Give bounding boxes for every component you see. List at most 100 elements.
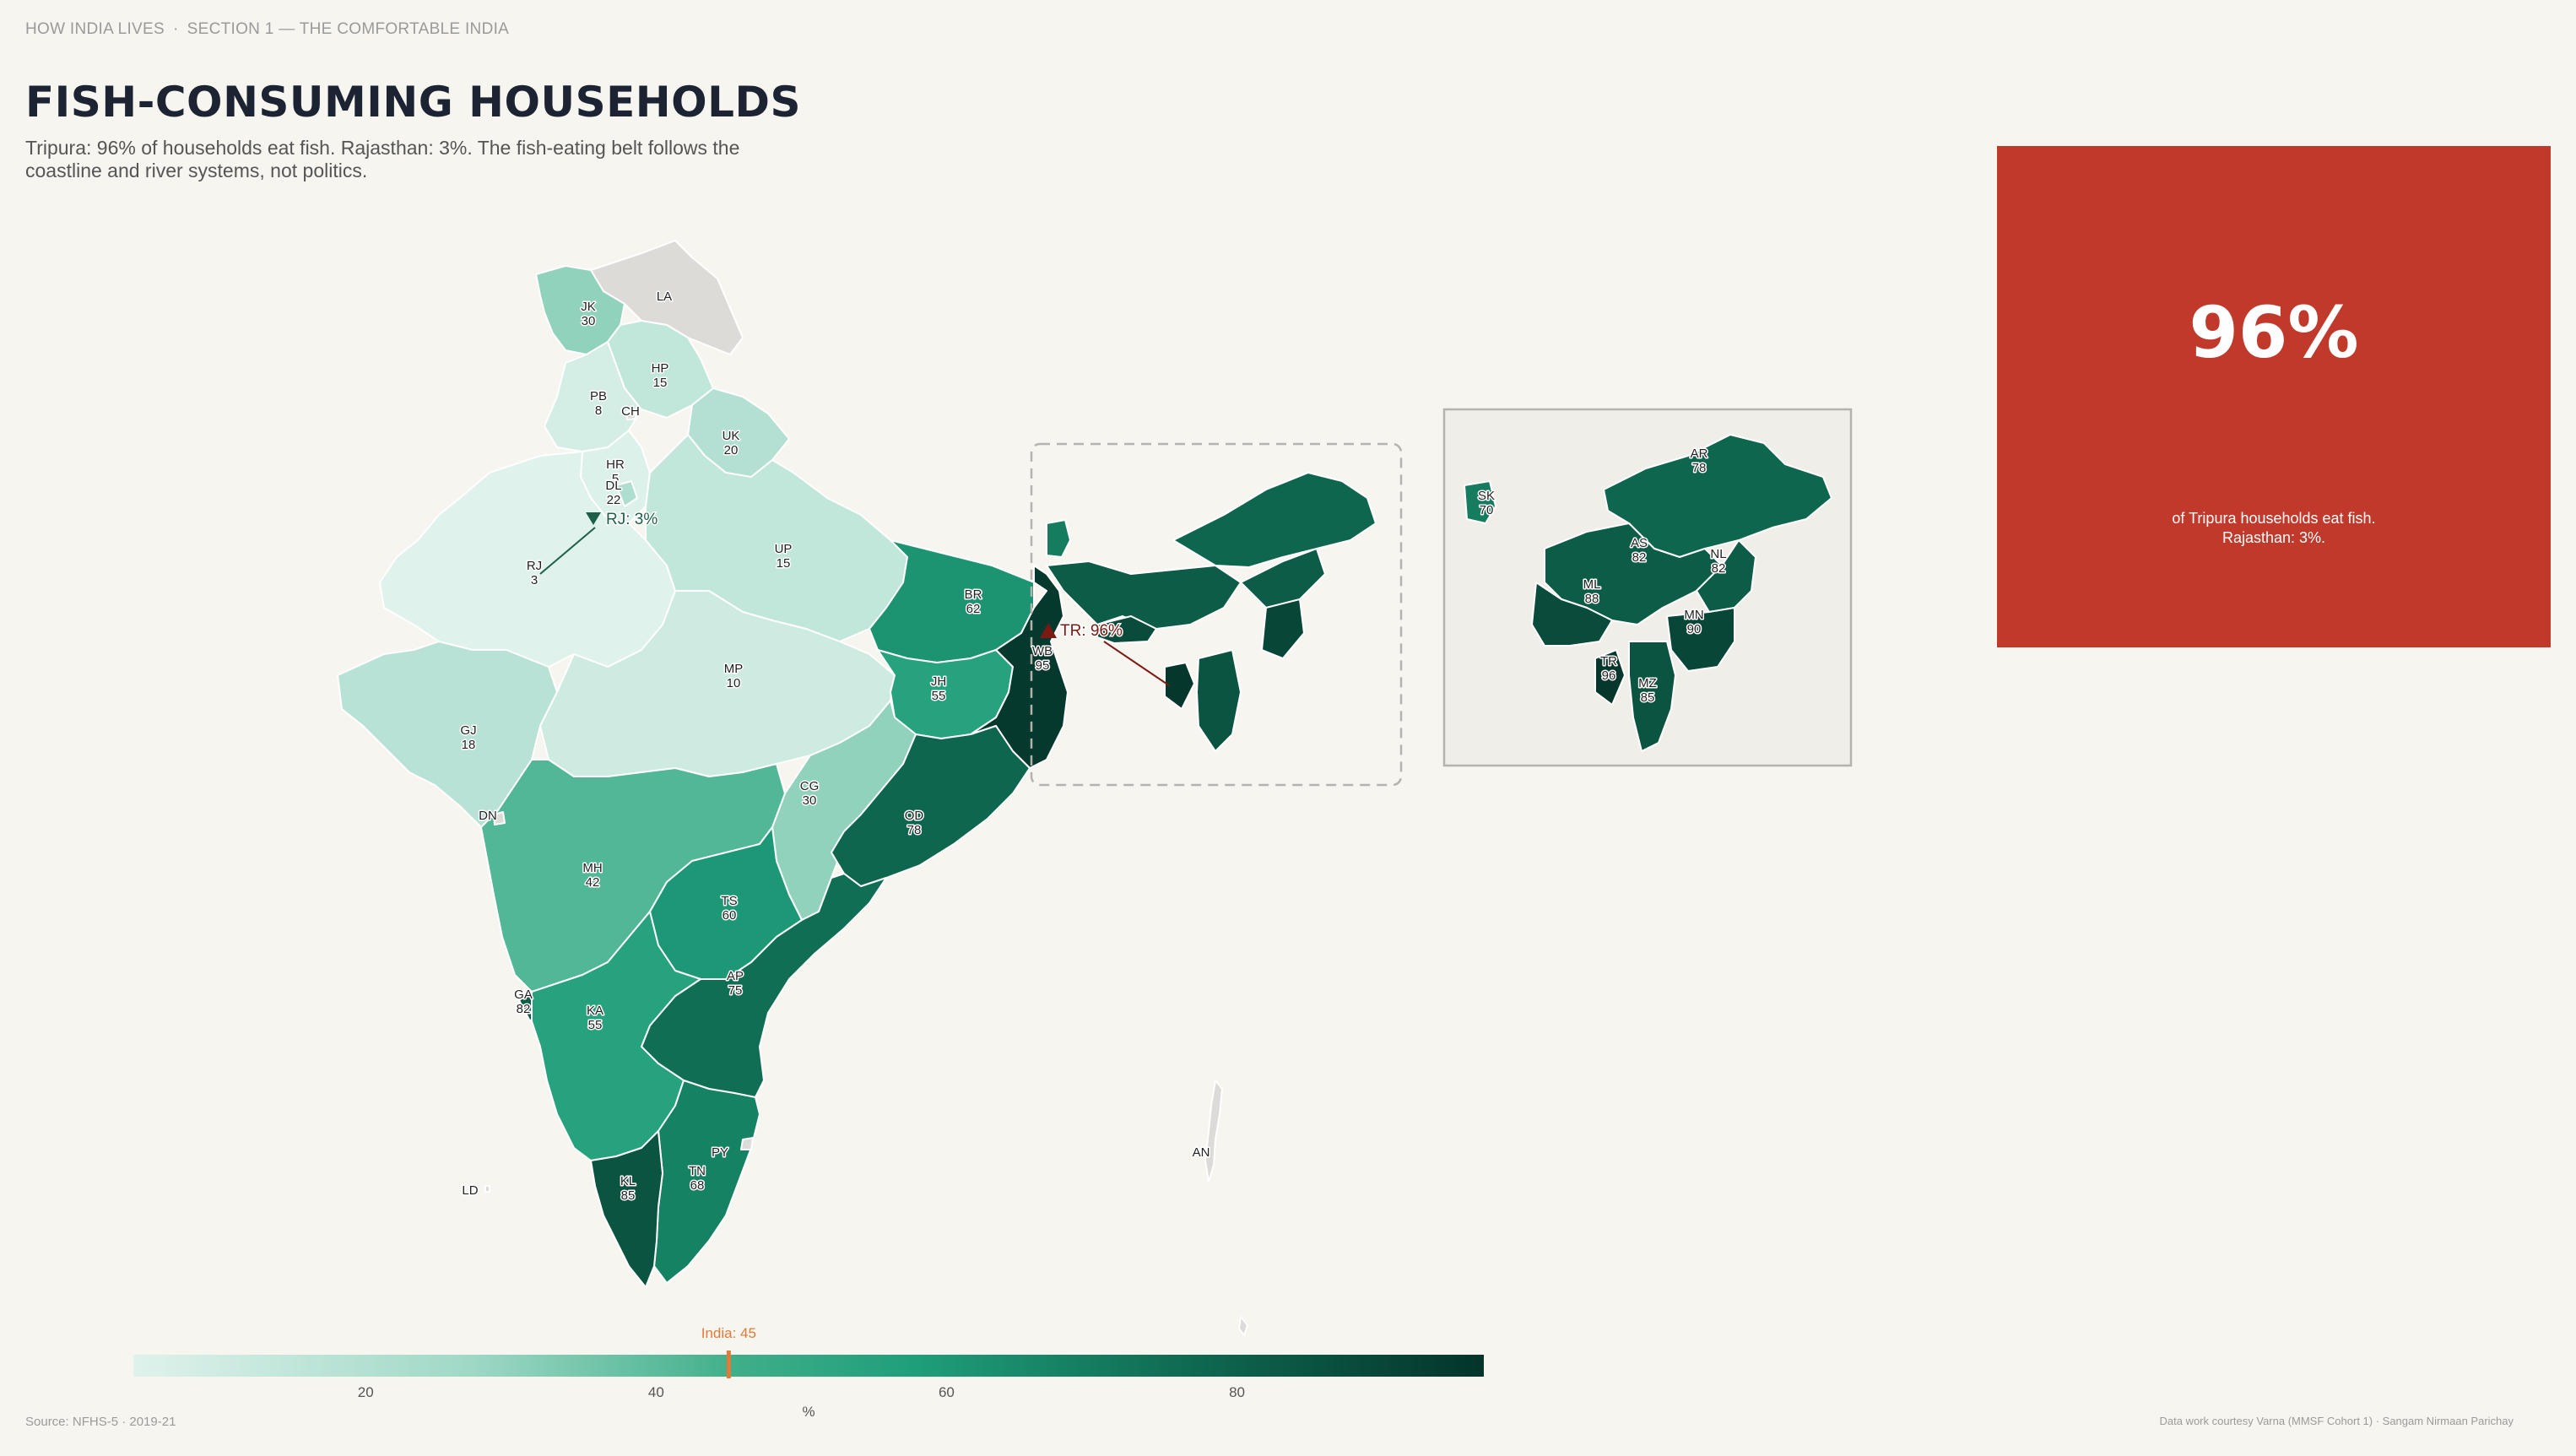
state-label-code-an: AN (1193, 1145, 1210, 1160)
state-KA (531, 911, 701, 1161)
state-label-code-uk: UK (722, 429, 740, 443)
state-WB (970, 565, 1069, 769)
state-LA (590, 240, 744, 355)
state-OD (831, 725, 1031, 887)
scale-tick-label: 80 (1229, 1384, 1245, 1400)
state-label-code-py: PY (712, 1145, 728, 1160)
inset-label-value-mn: 90 (1687, 622, 1702, 636)
state-label-value-pb: 8 (595, 403, 602, 418)
inset-label-code-nl: NL (1710, 547, 1726, 561)
state-label-value-ga: 82 (517, 1002, 531, 1016)
state-label-code-od: OD (905, 809, 924, 823)
inset-label-code-as: AS (1631, 536, 1648, 550)
state-label-code-ch: CH (621, 404, 640, 419)
subsection-label: SECTION 1 — THE COMFORTABLE INDIA (187, 20, 510, 38)
section-label: HOW INDIA LIVES (25, 20, 165, 38)
low-callout-line (539, 527, 596, 575)
scale-unit-label: % (802, 1404, 814, 1420)
inset-source-frame (1030, 442, 1403, 787)
state-label-code-gj: GJ (460, 723, 476, 738)
headline-stat-card: 96% of Tripura households eat fish. Raja… (1997, 146, 2551, 647)
state-label-value-ts: 60 (722, 908, 737, 923)
state-label-value-jh: 55 (932, 689, 946, 703)
state-label-code-kl: KL (620, 1174, 636, 1188)
state-NE-main-MZ (1196, 649, 1242, 752)
credit-note: Data work courtesy Varna (MMSF Cohort 1)… (2159, 1415, 2514, 1427)
state-label-code-mp: MP (724, 662, 744, 676)
state-label-code-jh: JH (931, 674, 946, 689)
state-label-code-hp: HP (652, 361, 669, 376)
page-title: FISH-CONSUMING HOUSEHOLDS (25, 78, 802, 127)
high-callout-label: TR: 96% (1060, 622, 1123, 640)
india-average-label: India: 45 (701, 1325, 756, 1341)
state-label-value-br: 62 (966, 602, 981, 616)
kicker: HOW INDIA LIVES · SECTION 1 — THE COMFORTA… (25, 20, 509, 39)
state-label-value-ap: 75 (728, 983, 743, 998)
state-AN (1204, 1080, 1248, 1336)
scale-tick-label: 60 (939, 1384, 955, 1400)
state-label-value-hp: 15 (653, 376, 668, 390)
source-note: Source: NFHS-5 · 2019-21 (25, 1415, 176, 1429)
state-NE-main-MN (1261, 598, 1305, 659)
state-label-value-cg: 30 (803, 793, 817, 808)
state-label-code-ap: AP (727, 969, 744, 983)
state-label-code-rj: RJ (527, 559, 542, 573)
state-label-value-rj: 3 (531, 573, 538, 587)
scale-tick-label: 40 (648, 1384, 664, 1400)
state-label-value-hr: 5 (612, 472, 619, 486)
scale-tick-label: 20 (358, 1384, 374, 1400)
scale-ticks: 20 40 60 80 (358, 1384, 1245, 1400)
inset-state-ML (1531, 582, 1613, 647)
state-NE-main-SK (1046, 519, 1071, 558)
high-callout: TR: 96% (1040, 621, 1124, 641)
state-label-code-pb: PB (590, 389, 607, 403)
state-label-code-br: BR (965, 587, 982, 602)
page-subtitle: Tripura: 96% of households eat fish. Raj… (25, 137, 740, 181)
color-scale-bar (133, 1355, 1484, 1377)
high-callout-line (1103, 641, 1170, 686)
inset-label-code-tr: TR (1600, 654, 1617, 668)
state-label-code-cg: CG (800, 779, 820, 793)
state-label-code-hr: HR (606, 457, 625, 472)
state-label-value-tn: 68 (690, 1178, 705, 1193)
state-label-code-dn: DN (479, 809, 497, 823)
up-triangle-icon (1040, 623, 1057, 638)
inset-label-code-sk: SK (1478, 489, 1495, 503)
state-DL (615, 480, 638, 507)
inset-label-value-ml: 88 (1585, 592, 1599, 606)
headline-stat-value: 96% (2189, 291, 2359, 374)
state-label-value-jk: 30 (582, 314, 596, 328)
inset-label-code-mn: MN (1684, 608, 1703, 622)
state-label-code-mh: MH (582, 861, 602, 875)
state-label-code-ts: TS (721, 894, 737, 908)
inset-state-MZ (1628, 641, 1676, 752)
state-NE-main-AS (1046, 560, 1242, 630)
state-DN (493, 811, 506, 825)
inset-label-value-tr: 96 (1602, 668, 1616, 683)
state-label-code-jk: JK (581, 300, 596, 314)
state-label-value-uk: 20 (724, 443, 739, 457)
inset-label-code-ml: ML (1583, 577, 1601, 592)
state-label-code-tn: TN (689, 1164, 706, 1178)
inset-label-value-ar: 78 (1692, 461, 1707, 475)
state-KL (590, 1130, 663, 1288)
state-NE-main-ML (1096, 615, 1157, 644)
kicker-separator: · (172, 20, 179, 38)
state-label-value-kl: 85 (621, 1188, 636, 1203)
state-label-value-mp: 10 (727, 676, 741, 690)
state-label-code-ka: KA (587, 1004, 603, 1018)
state-label-code-ga: GA (514, 988, 533, 1002)
state-CH (625, 409, 636, 420)
inset-label-value-nl: 82 (1712, 561, 1726, 576)
state-label-code-ld: LD (462, 1183, 478, 1198)
low-callout: RJ: 3% (586, 510, 659, 530)
state-LD (484, 1185, 490, 1193)
state-label-value-up: 15 (777, 556, 791, 571)
inset-label-value-as: 82 (1632, 550, 1647, 565)
inset-label-code-mz: MZ (1638, 676, 1657, 690)
state-NE-main-TR (1164, 662, 1195, 710)
state-PY (740, 1137, 754, 1150)
state-label-value-ka: 55 (588, 1018, 603, 1032)
inset-label-code-ar: AR (1691, 447, 1708, 461)
state-label-code-dl: DL (605, 479, 621, 493)
